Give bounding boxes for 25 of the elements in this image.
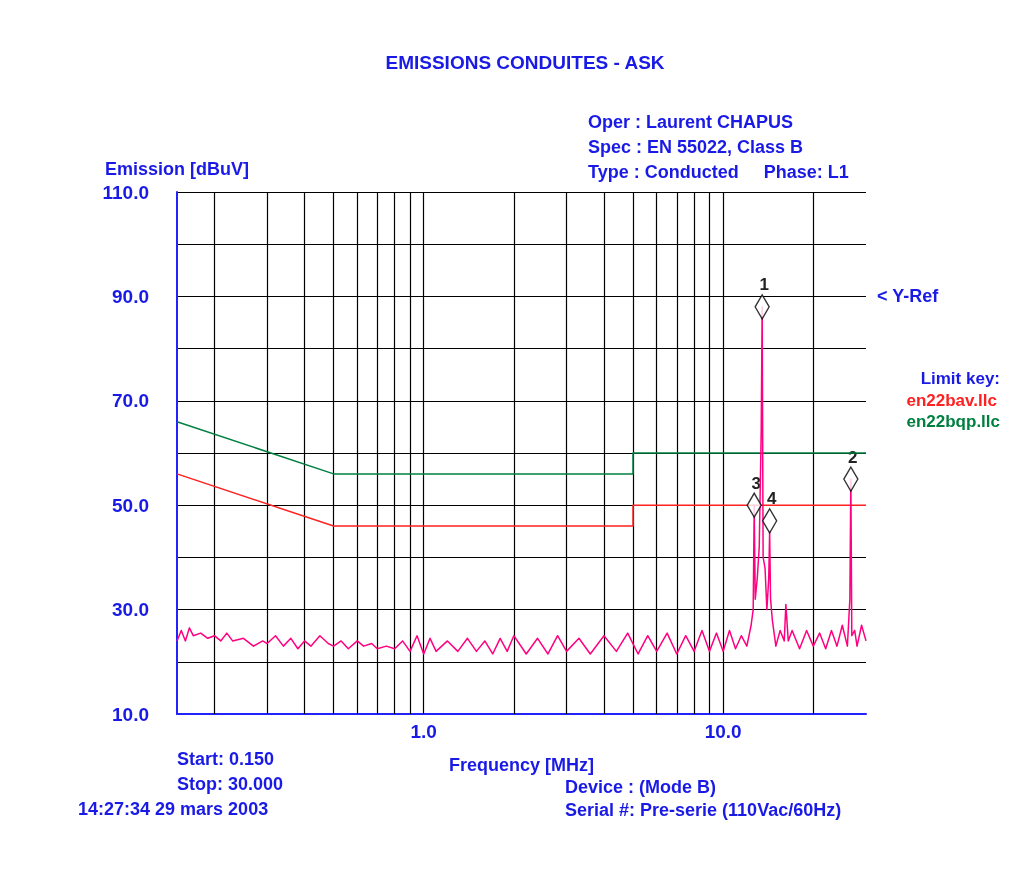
y-tick-label: 50.0 (112, 494, 149, 516)
x-tick-label: 1.0 (410, 721, 437, 742)
text: Type : Conducted Phase: L1 (588, 162, 849, 182)
text: Start: 0.150 (177, 749, 275, 769)
text: en22bav.llc (906, 391, 997, 410)
text: 14:27:34 29 mars 2003 (78, 799, 269, 819)
text: Spec : EN 55022, Class B (588, 137, 804, 157)
y-tick-label: 90.0 (112, 285, 149, 307)
y-tick-label: 70.0 (112, 390, 149, 412)
annotation: 3 (751, 473, 761, 493)
legend-title: Limit key: (920, 369, 1000, 388)
y-tick-label: 110.0 (102, 181, 149, 203)
chart-title: EMISSIONS CONDUITES - ASK (385, 52, 665, 73)
annotation: 4 (766, 489, 777, 509)
text: Stop: 30.000 (177, 774, 284, 794)
text: en22bqp.llc (906, 412, 1001, 431)
annotation: 1 (759, 275, 769, 295)
text: Serial #: Pre-serie (110Vac/60Hz) (565, 800, 842, 820)
text: Device : (Mode B) (565, 777, 717, 797)
y-axis-title: Emission [dBuV] (104, 159, 250, 179)
text: Oper : Laurent CHAPUS (588, 112, 794, 132)
x-axis-title: Frequency [MHz] (448, 755, 595, 775)
y-tick-label: 30.0 (112, 599, 149, 621)
text: < Y-Ref (877, 286, 940, 306)
y-tick-label: 10.0 (112, 703, 149, 725)
